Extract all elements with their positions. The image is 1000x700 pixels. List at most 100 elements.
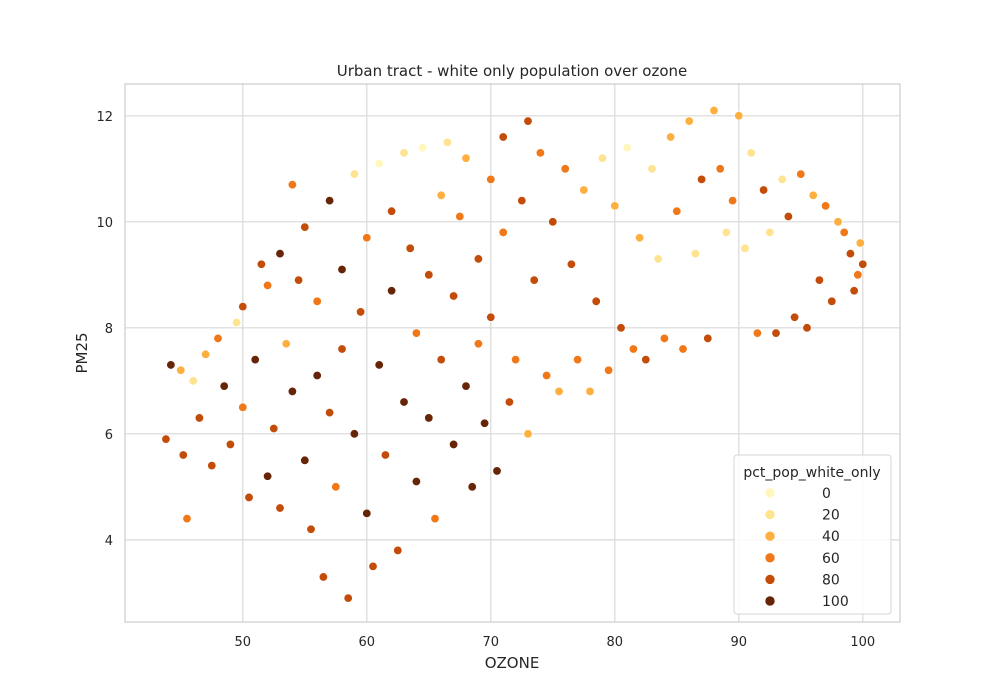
- data-point: [287, 386, 297, 396]
- data-point: [591, 296, 601, 306]
- data-point: [182, 514, 192, 524]
- data-point: [393, 545, 403, 555]
- data-point: [387, 206, 397, 216]
- data-point: [839, 227, 849, 237]
- data-point: [269, 424, 279, 434]
- y-tick-label: 6: [105, 428, 113, 443]
- data-point: [486, 174, 496, 184]
- data-point: [461, 153, 471, 163]
- plot-frame: [124, 83, 901, 623]
- y-axis-ticks: 4 6 8 10 12: [96, 110, 113, 549]
- data-point: [498, 227, 508, 237]
- data-point: [405, 243, 415, 253]
- legend-title: pct_pop_white_only: [743, 465, 880, 481]
- data-point: [436, 190, 446, 200]
- data-point: [855, 238, 865, 248]
- data-point: [554, 386, 564, 396]
- data-point: [814, 275, 824, 285]
- legend-entry-label: 60: [822, 551, 840, 567]
- data-point: [238, 302, 248, 312]
- y-tick-label: 4: [105, 534, 113, 549]
- data-point: [473, 254, 483, 264]
- legend-entries: 0 20 40 60 80 100: [764, 486, 849, 610]
- data-point: [331, 482, 341, 492]
- data-point: [858, 259, 868, 269]
- data-point: [263, 280, 273, 290]
- data-point: [480, 418, 490, 428]
- data-point: [194, 413, 204, 423]
- legend-entry-label: 0: [822, 486, 831, 502]
- data-point: [616, 323, 626, 333]
- data-point: [853, 270, 863, 280]
- y-tick-label: 10: [96, 216, 113, 231]
- data-point: [697, 174, 707, 184]
- data-point: [238, 402, 248, 412]
- data-point: [821, 201, 831, 211]
- data-point: [783, 212, 793, 222]
- y-tick-label: 8: [105, 322, 113, 337]
- data-point: [728, 196, 738, 206]
- data-point: [325, 408, 335, 418]
- data-point: [374, 159, 384, 169]
- data-point: [827, 296, 837, 306]
- data-point: [188, 376, 198, 386]
- data-point: [418, 143, 428, 153]
- data-point: [161, 434, 171, 444]
- data-point: [721, 227, 731, 237]
- data-point: [411, 328, 421, 338]
- data-point: [467, 482, 477, 492]
- x-axis-label: OZONE: [485, 654, 540, 672]
- data-point: [517, 196, 527, 206]
- data-point: [244, 492, 254, 502]
- data-point: [573, 355, 583, 365]
- data-point: [374, 360, 384, 370]
- data-point: [343, 593, 353, 603]
- data-point: [287, 180, 297, 190]
- data-point: [312, 296, 322, 306]
- data-point: [263, 471, 273, 481]
- data-point: [442, 137, 452, 147]
- x-tick-label: 80: [607, 635, 624, 650]
- legend-marker: [764, 552, 776, 564]
- data-point: [201, 349, 211, 359]
- data-point: [368, 561, 378, 571]
- data-point: [833, 217, 843, 227]
- data-point: [777, 174, 787, 184]
- data-point: [349, 429, 359, 439]
- data-point: [653, 254, 663, 264]
- data-point: [604, 365, 614, 375]
- data-point: [771, 328, 781, 338]
- chart-title: Urban tract - white only population over…: [337, 62, 688, 80]
- data-point: [178, 450, 188, 460]
- data-point: [362, 508, 372, 518]
- data-point: [523, 429, 533, 439]
- data-point: [635, 233, 645, 243]
- data-point: [709, 106, 719, 116]
- data-point: [849, 286, 859, 296]
- data-point: [715, 164, 725, 174]
- data-point: [455, 212, 465, 222]
- data-point: [560, 164, 570, 174]
- y-axis-label: PM25: [73, 332, 91, 373]
- data-point: [666, 132, 676, 142]
- data-points: [161, 106, 868, 603]
- data-point: [529, 275, 539, 285]
- data-point: [166, 360, 176, 370]
- grid-lines: [125, 84, 900, 622]
- legend-marker: [764, 487, 776, 499]
- data-point: [759, 185, 769, 195]
- data-point: [746, 148, 756, 158]
- data-point: [498, 132, 508, 142]
- data-point: [281, 339, 291, 349]
- data-point: [424, 413, 434, 423]
- data-point: [430, 514, 440, 524]
- data-point: [387, 286, 397, 296]
- data-point: [579, 185, 589, 195]
- data-point: [461, 381, 471, 391]
- data-point: [765, 227, 775, 237]
- data-point: [672, 206, 682, 216]
- legend-entry-label: 40: [822, 529, 840, 545]
- data-point: [399, 148, 409, 158]
- data-point: [399, 397, 409, 407]
